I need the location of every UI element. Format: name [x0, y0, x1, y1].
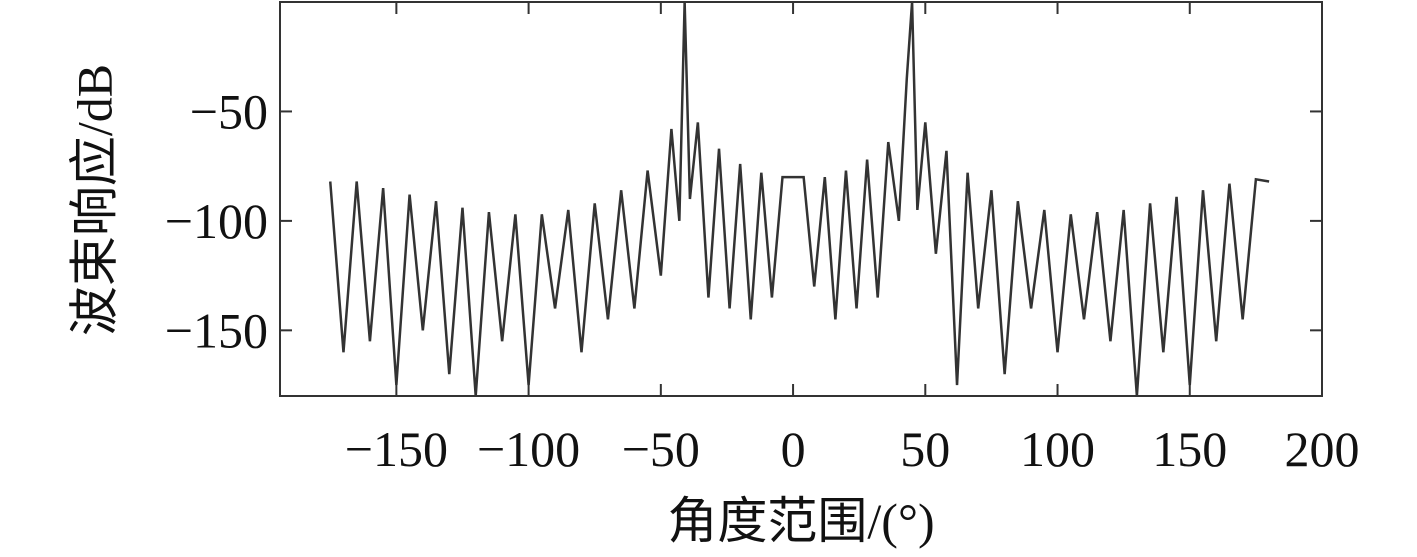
- x-tick-label: 200: [1285, 421, 1360, 477]
- x-tick-label: 50: [900, 421, 950, 477]
- x-tick-label: −150: [345, 421, 448, 477]
- x-tick-label: 100: [1020, 421, 1095, 477]
- y-tick-label: −150: [165, 302, 268, 358]
- y-tick-label: −100: [165, 193, 268, 249]
- x-tick-label: 150: [1152, 421, 1227, 477]
- x-axis-label: 角度范围/(°): [667, 493, 934, 549]
- plot-frame: [279, 1, 1323, 397]
- x-tick-label: −50: [622, 421, 700, 477]
- y-tick-label: −50: [190, 83, 268, 139]
- x-tick-label: −100: [477, 421, 580, 477]
- x-tick-label: 0: [781, 421, 806, 477]
- y-axis-label: 波束响应/dB: [66, 64, 122, 336]
- data-line: [329, 2, 1270, 396]
